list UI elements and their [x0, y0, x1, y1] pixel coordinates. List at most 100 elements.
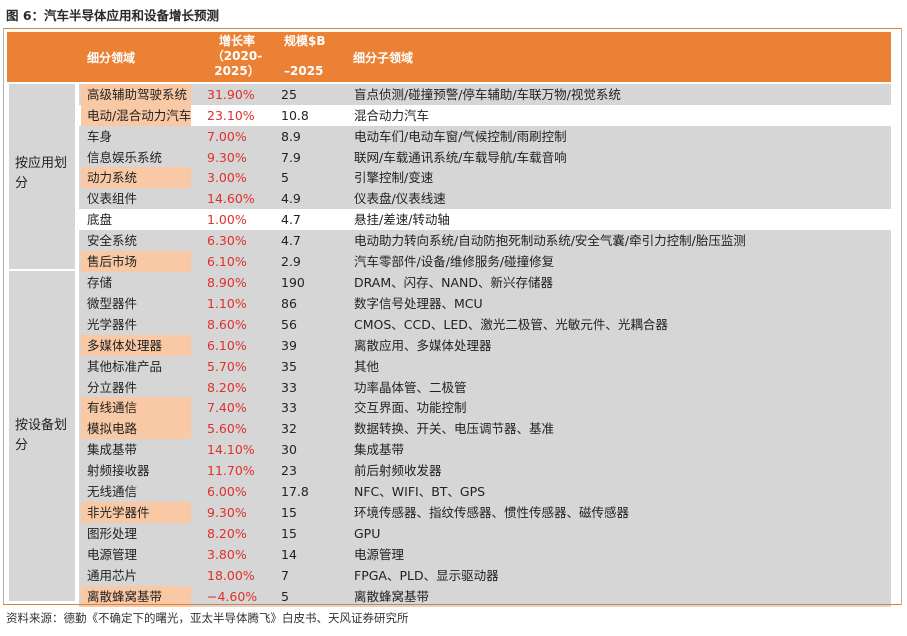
table-row: 有线通信 7.40% 33 交互界面、功能控制: [79, 397, 891, 418]
subfield-cell: DRAM、闪存、NAND、新兴存储器: [354, 275, 554, 290]
subfield-cell: 其他: [354, 359, 380, 374]
growth-cell: 11.70%: [207, 463, 255, 478]
growth-cell: 8.20%: [207, 380, 247, 395]
table-row: 车身 7.00% 8.9 电动车们/电动车窗/气候控制/雨刷控制: [79, 126, 891, 147]
table-row: 模拟电路 5.60% 32 数据转换、开关、电压调节器、基准: [79, 418, 891, 439]
group-by-application: 按应用划 分: [9, 84, 75, 269]
subfield-cell: 引擎控制/变速: [354, 170, 434, 185]
size-cell: 4.9: [281, 191, 301, 206]
table-row: 微型器件 1.10% 86 数字信号处理器、MCU: [79, 293, 891, 314]
group-label-line-2: 分: [15, 176, 29, 191]
size-cell: 14: [281, 547, 297, 562]
size-cell: 33: [281, 400, 297, 415]
field-cell: 仪表组件: [87, 191, 138, 206]
size-cell: 4.7: [281, 233, 301, 248]
field-cell: 其他标准产品: [87, 359, 163, 374]
table-header: 细分领域 增长率 （2020- 2025） 规模$B –2025 细分子领域: [7, 32, 891, 82]
figure-title: 图 6：汽车半导体应用和设备增长预测: [6, 8, 220, 23]
growth-cell: 18.00%: [207, 568, 255, 583]
bottom-rule: [3, 604, 901, 605]
subfield-cell: 功率晶体管、二极管: [354, 380, 467, 395]
field-cell: 非光学器件: [81, 502, 191, 523]
subfield-cell: 离散蜂窝基带: [354, 589, 430, 604]
field-cell: 微型器件: [87, 296, 138, 311]
growth-cell: 8.20%: [207, 526, 247, 541]
field-cell: 车身: [87, 129, 113, 144]
growth-cell: 9.30%: [207, 505, 247, 520]
size-cell: 35: [281, 359, 297, 374]
size-cell: 86: [281, 296, 297, 311]
subfield-cell: 离散应用、多媒体处理器: [354, 338, 492, 353]
field-cell: 安全系统: [87, 233, 138, 248]
table-row: 多媒体处理器 6.10% 39 离散应用、多媒体处理器: [79, 335, 891, 356]
source-note: 资料来源：德勤《不确定下的曙光，亚太半导体腾飞》白皮书、天风证券研究所: [6, 611, 409, 625]
growth-cell: 6.00%: [207, 484, 247, 499]
subfield-cell: NFC、WIFI、BT、GPS: [354, 484, 486, 499]
growth-cell: 9.30%: [207, 150, 247, 165]
subfield-cell: 数据转换、开关、电压调节器、基准: [354, 421, 555, 436]
size-cell: 56: [281, 317, 297, 332]
subfield-cell: CMOS、CCD、LED、激光二极管、光敏元件、光耦合器: [354, 317, 668, 332]
subfield-cell: 数字信号处理器、MCU: [354, 296, 483, 311]
field-cell: 模拟电路: [81, 418, 191, 439]
field-cell: 离散蜂窝基带: [81, 586, 191, 607]
growth-cell: 1.10%: [207, 296, 247, 311]
table-row: 仪表组件 14.60% 4.9 仪表盘/仪表线速: [79, 188, 891, 209]
size-cell: 30: [281, 442, 297, 457]
growth-cell: 14.60%: [207, 191, 255, 206]
field-cell: 有线通信: [81, 397, 191, 418]
table-row: 集成基带 14.10% 30 集成基带: [79, 439, 891, 460]
growth-cell: 3.80%: [207, 547, 247, 562]
field-cell: 分立器件: [87, 380, 138, 395]
size-cell: 39: [281, 338, 297, 353]
growth-cell: 6.10%: [207, 254, 247, 269]
field-cell: 图形处理: [87, 526, 138, 541]
growth-cell: 5.70%: [207, 359, 247, 374]
growth-cell: 7.00%: [207, 129, 247, 144]
table-row: 动力系统 3.00% 5 引擎控制/变速: [79, 167, 891, 188]
subfield-cell: 前后射频收发器: [354, 463, 442, 478]
subfield-cell: 集成基带: [354, 442, 405, 457]
header-growth-line-3: 2025）: [214, 64, 260, 78]
field-cell: 电源管理: [87, 547, 138, 562]
header-field: 细分领域: [87, 51, 136, 65]
field-cell: 光学器件: [87, 317, 138, 332]
size-cell: 17.8: [281, 484, 309, 499]
growth-cell: 1.00%: [207, 212, 247, 227]
size-cell: 190: [281, 275, 305, 290]
size-cell: 7.9: [281, 150, 301, 165]
header-subfield: 细分子领域: [353, 51, 414, 65]
growth-cell: 14.10%: [207, 442, 255, 457]
header-size-line-3: –2025: [284, 64, 324, 78]
table-row: 售后市场 6.10% 2.9 汽车零部件/设备/维修服务/碰撞修复: [79, 251, 891, 272]
field-cell: 售后市场: [81, 251, 191, 272]
field-cell: 存储: [87, 275, 113, 290]
growth-cell: −4.60%: [207, 589, 258, 604]
size-cell: 7: [281, 568, 289, 583]
growth-cell: 5.60%: [207, 421, 247, 436]
table-row: 通用芯片 18.00% 7 FPGA、PLD、显示驱动器: [79, 565, 891, 586]
header-growth-line-1: 增长率: [218, 34, 255, 48]
size-cell: 2.9: [281, 254, 301, 269]
subfield-cell: FPGA、PLD、显示驱动器: [354, 568, 499, 583]
header-growth-line-2: （2020-: [211, 49, 263, 63]
header-size-line-1: 规模$B: [284, 34, 326, 48]
size-cell: 33: [281, 380, 297, 395]
growth-cell: 23.10%: [207, 108, 255, 123]
size-cell: 32: [281, 421, 297, 436]
field-cell: 电动/混合动力汽车: [81, 105, 191, 126]
subfield-cell: 盲点侦测/碰撞预警/停车辅助/车联万物/视觉系统: [354, 87, 621, 102]
subfield-cell: 环境传感器、指纹传感器、惯性传感器、磁传感器: [354, 505, 630, 520]
subfield-cell: 悬挂/差速/转动轴: [354, 212, 450, 227]
growth-cell: 7.40%: [207, 400, 247, 415]
field-cell: 高级辅助驾驶系统: [81, 84, 191, 105]
table-row: 其他标准产品 5.70% 35 其他: [79, 356, 891, 377]
size-cell: 5: [281, 170, 289, 185]
growth-cell: 6.10%: [207, 338, 247, 353]
table-row: 光学器件 8.60% 56 CMOS、CCD、LED、激光二极管、光敏元件、光耦合器: [79, 314, 891, 335]
group-label-line-1: 按应用划: [15, 156, 68, 171]
table-row: 安全系统 6.30% 4.7 电动助力转向系统/自动防抱死制动系统/安全气囊/牵引力控…: [79, 230, 891, 251]
subfield-cell: GPU: [354, 526, 381, 541]
field-cell: 射频接收器: [87, 463, 150, 478]
subfield-cell: 仪表盘/仪表线速: [354, 191, 446, 206]
